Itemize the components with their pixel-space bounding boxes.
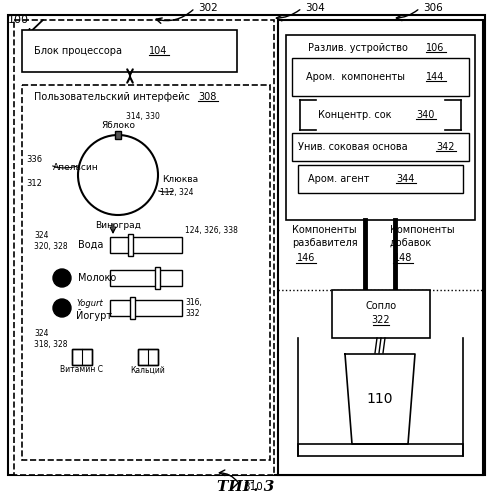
Bar <box>298 165 463 193</box>
Bar <box>22 85 270 460</box>
Text: 324: 324 <box>34 328 48 338</box>
Bar <box>148 349 158 365</box>
Bar <box>110 300 182 316</box>
Text: Молоко: Молоко <box>78 273 116 283</box>
Bar <box>138 349 158 365</box>
Text: 318, 328: 318, 328 <box>34 340 68 349</box>
Text: 306: 306 <box>423 3 443 13</box>
Bar <box>110 237 182 253</box>
Bar <box>110 237 132 253</box>
Bar <box>72 349 82 365</box>
Text: 312: 312 <box>26 178 42 188</box>
Text: 340: 340 <box>416 110 434 120</box>
Text: Унив. соковая основа: Унив. соковая основа <box>298 142 411 152</box>
Text: Компоненты: Компоненты <box>292 225 356 235</box>
Text: 344: 344 <box>396 174 415 184</box>
Bar <box>115 131 121 139</box>
Text: 316,: 316, <box>185 298 202 308</box>
Text: 314, 330: 314, 330 <box>126 112 160 122</box>
Text: 322: 322 <box>372 315 390 325</box>
Bar <box>332 290 430 338</box>
Circle shape <box>53 269 71 287</box>
Bar <box>286 35 475 220</box>
Text: Йогурт: Йогурт <box>76 309 112 321</box>
Text: 112, 324: 112, 324 <box>160 188 193 196</box>
Text: Яблоко: Яблоко <box>101 120 135 130</box>
Bar <box>128 234 133 256</box>
Text: Кальций: Кальций <box>131 366 165 374</box>
Text: 332: 332 <box>185 310 200 318</box>
Text: 320, 328: 320, 328 <box>34 242 68 252</box>
Bar <box>110 270 182 286</box>
Circle shape <box>78 135 158 215</box>
Text: Витамин С: Витамин С <box>61 366 104 374</box>
Bar <box>22 30 237 72</box>
Text: ΤИГ. 3: ΤИГ. 3 <box>217 480 275 494</box>
Text: Пользовательский интерфейс: Пользовательский интерфейс <box>34 92 193 102</box>
Text: 304: 304 <box>305 3 325 13</box>
Text: Разлив. устройство: Разлив. устройство <box>308 43 411 53</box>
Text: 104: 104 <box>149 46 168 56</box>
Text: Апельсин: Апельсин <box>53 162 99 172</box>
Text: Концентр. сок: Концентр. сок <box>318 110 394 120</box>
Text: Yogurt: Yogurt <box>76 298 103 308</box>
Text: 110: 110 <box>367 392 393 406</box>
Bar <box>292 58 469 96</box>
Text: Блок процессора: Блок процессора <box>34 46 125 56</box>
Text: 342: 342 <box>436 142 455 152</box>
Text: Клюква: Клюква <box>162 176 198 184</box>
Bar <box>292 133 469 161</box>
Text: 124, 326, 338: 124, 326, 338 <box>185 226 238 235</box>
Text: Аром.  компоненты: Аром. компоненты <box>306 72 408 82</box>
Text: разбавителя: разбавителя <box>292 238 357 248</box>
Text: Компоненты: Компоненты <box>390 225 455 235</box>
Text: Сопло: Сопло <box>365 301 396 311</box>
Text: 324: 324 <box>34 230 48 239</box>
Bar <box>278 20 483 475</box>
Text: 336: 336 <box>26 156 42 164</box>
Text: 302: 302 <box>198 3 218 13</box>
Text: 310: 310 <box>243 482 263 492</box>
Bar <box>14 20 274 475</box>
Text: Вода: Вода <box>78 240 104 250</box>
Text: 144: 144 <box>426 72 444 82</box>
Bar <box>155 267 160 289</box>
Text: Виноград: Виноград <box>95 220 141 230</box>
Text: добавок: добавок <box>390 238 432 248</box>
Text: Аром. агент: Аром. агент <box>308 174 373 184</box>
Text: 148: 148 <box>394 253 412 263</box>
Text: 100: 100 <box>8 15 29 25</box>
Text: 308: 308 <box>198 92 216 102</box>
Bar <box>72 349 92 365</box>
Text: 106: 106 <box>426 43 444 53</box>
Bar <box>72 349 92 365</box>
Text: 146: 146 <box>297 253 315 263</box>
Bar <box>130 297 135 319</box>
Bar <box>298 444 463 456</box>
Circle shape <box>53 299 71 317</box>
Bar <box>138 349 158 365</box>
